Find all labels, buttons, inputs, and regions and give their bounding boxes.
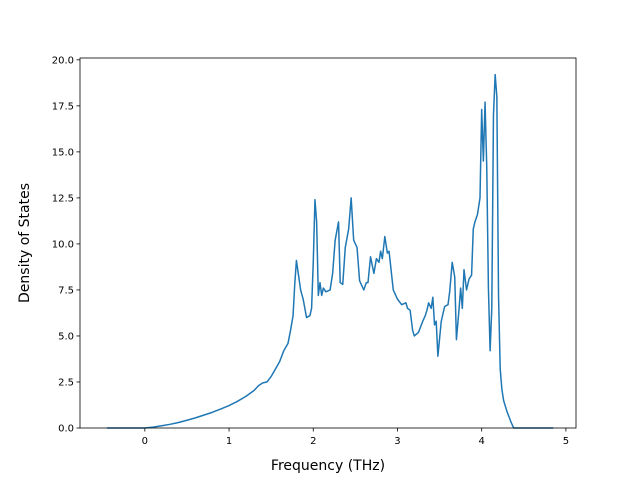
dos-series-line bbox=[106, 73, 554, 429]
x-tick-label: 0 bbox=[142, 436, 148, 447]
x-tick-label: 2 bbox=[310, 436, 316, 447]
y-tick-label: 17.5 bbox=[52, 101, 74, 112]
y-tick-label: 2.5 bbox=[58, 377, 74, 388]
y-tick-label: 0.0 bbox=[58, 424, 74, 435]
y-tick-label: 12.5 bbox=[52, 193, 74, 204]
plot-area bbox=[80, 58, 576, 428]
x-axis-label: Frequency (THz) bbox=[271, 458, 385, 474]
y-axis-ticks: 0.0 2.5 5.0 7.5 10.0 12.5 15.0 17.5 20.0 bbox=[52, 55, 80, 435]
y-tick-label: 20.0 bbox=[52, 55, 74, 66]
x-tick-label: 5 bbox=[563, 436, 569, 447]
y-tick-label: 10.0 bbox=[52, 239, 74, 250]
y-tick-label: 5.0 bbox=[58, 331, 74, 342]
x-tick-label: 1 bbox=[226, 436, 232, 447]
x-tick-label: 4 bbox=[478, 436, 484, 447]
x-tick-label: 3 bbox=[394, 436, 400, 447]
y-axis-label: Density of States bbox=[17, 183, 33, 303]
plot-frame bbox=[79, 57, 577, 429]
x-axis-ticks: 0 1 2 3 4 5 bbox=[142, 428, 569, 447]
y-tick-label: 15.0 bbox=[52, 147, 74, 158]
y-tick-label: 7.5 bbox=[58, 285, 74, 296]
